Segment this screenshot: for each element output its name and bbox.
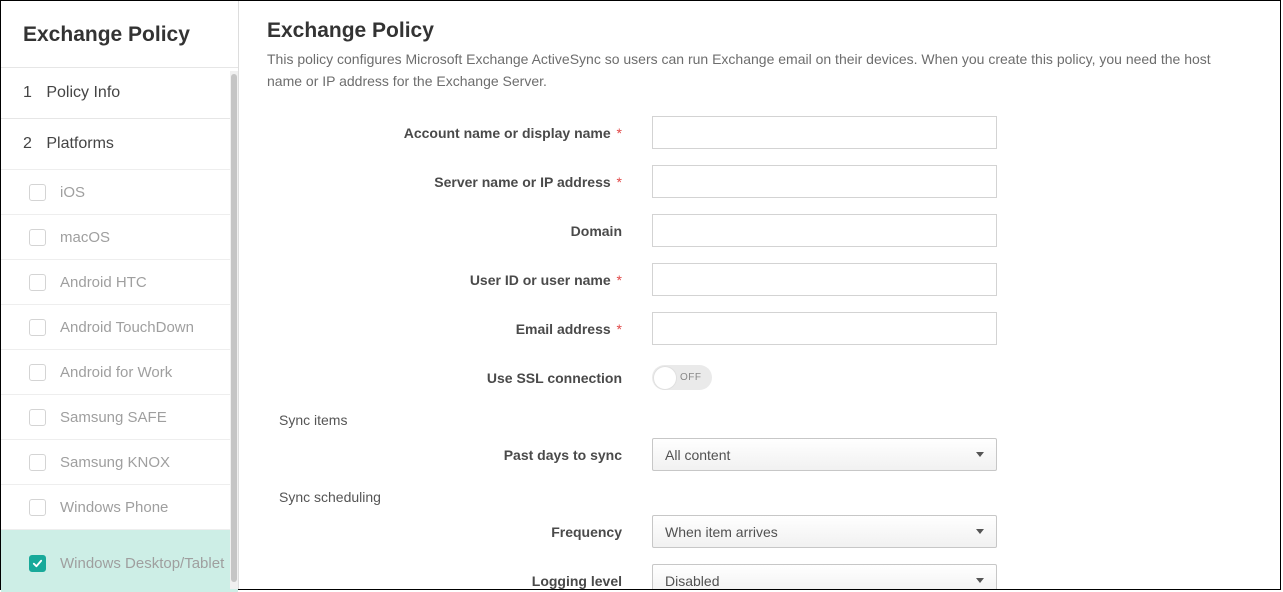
platform-item[interactable]: iOS [1, 169, 238, 214]
row-ssl: Use SSL connection OFF [267, 353, 1252, 402]
checkbox-icon[interactable] [29, 274, 46, 291]
platform-item[interactable]: Android for Work [1, 349, 238, 394]
step-label: Platforms [46, 135, 114, 152]
section-sync-scheduling: Sync scheduling [267, 479, 1252, 507]
platform-label: iOS [60, 184, 85, 201]
step-policy-info[interactable]: 1 Policy Info [1, 67, 238, 118]
toggle-knob [654, 367, 676, 389]
platform-item[interactable]: Android HTC [1, 259, 238, 304]
checkbox-icon[interactable] [29, 229, 46, 246]
form: Account name or display name * Server na… [267, 108, 1252, 589]
platform-item[interactable]: Samsung KNOX [1, 439, 238, 484]
email-input[interactable] [652, 312, 997, 345]
select-value: All content [665, 447, 730, 463]
scrollbar-thumb[interactable] [231, 74, 237, 582]
logging-select[interactable]: Disabled [652, 564, 997, 589]
app-window: Exchange Policy 1 Policy Info 2 Platform… [0, 0, 1281, 590]
row-email: Email address * [267, 304, 1252, 353]
platform-label: Windows Desktop/Tablet [60, 555, 224, 572]
platform-item[interactable]: Android TouchDown [1, 304, 238, 349]
chevron-down-icon [976, 529, 984, 534]
label-server: Server name or IP address * [267, 174, 652, 190]
platform-label: macOS [60, 229, 110, 246]
label-domain: Domain [267, 223, 652, 239]
row-domain: Domain [267, 206, 1252, 255]
row-user-id: User ID or user name * [267, 255, 1252, 304]
row-server: Server name or IP address * [267, 157, 1252, 206]
required-mark: * [613, 272, 622, 288]
sidebar-scrollbar[interactable] [230, 71, 238, 589]
required-mark: * [613, 174, 622, 190]
select-value: Disabled [665, 573, 719, 589]
step-platforms[interactable]: 2 Platforms [1, 118, 238, 169]
platform-label: Android TouchDown [60, 319, 194, 336]
chevron-down-icon [976, 452, 984, 457]
checkbox-icon[interactable] [29, 409, 46, 426]
label-logging: Logging level [267, 573, 652, 589]
page-description: This policy configures Microsoft Exchang… [267, 49, 1247, 92]
platform-item[interactable]: Samsung SAFE [1, 394, 238, 439]
checkbox-icon[interactable] [29, 184, 46, 201]
domain-input[interactable] [652, 214, 997, 247]
account-name-input[interactable] [652, 116, 997, 149]
row-account-name: Account name or display name * [267, 108, 1252, 157]
page-title: Exchange Policy [267, 19, 1252, 43]
platform-item[interactable]: macOS [1, 214, 238, 259]
chevron-down-icon [976, 578, 984, 583]
platform-list: iOS macOS Android HTC Android TouchDown Andr… [1, 169, 238, 592]
ssl-toggle[interactable]: OFF [652, 365, 712, 390]
platform-label: Android for Work [60, 364, 172, 381]
checkbox-icon[interactable] [29, 319, 46, 336]
frequency-select[interactable]: When item arrives [652, 515, 997, 548]
required-mark: * [613, 125, 622, 141]
platform-label: Samsung KNOX [60, 454, 170, 471]
platform-label: Windows Phone [60, 499, 168, 516]
user-id-input[interactable] [652, 263, 997, 296]
label-account-name: Account name or display name * [267, 125, 652, 141]
step-number: 1 [23, 84, 32, 101]
step-number: 2 [23, 135, 32, 152]
label-frequency: Frequency [267, 524, 652, 540]
checkbox-icon[interactable] [29, 555, 46, 572]
sidebar: Exchange Policy 1 Policy Info 2 Platform… [1, 1, 239, 589]
checkbox-icon[interactable] [29, 364, 46, 381]
label-user-id: User ID or user name * [267, 272, 652, 288]
row-logging: Logging level Disabled [267, 556, 1252, 589]
platform-label: Samsung SAFE [60, 409, 167, 426]
checkbox-icon[interactable] [29, 454, 46, 471]
section-sync-items: Sync items [267, 402, 1252, 430]
sidebar-title: Exchange Policy [1, 1, 238, 67]
step-label: Policy Info [46, 84, 120, 101]
required-mark: * [613, 321, 622, 337]
label-past-days: Past days to sync [267, 447, 652, 463]
select-value: When item arrives [665, 524, 778, 540]
row-frequency: Frequency When item arrives [267, 507, 1252, 556]
label-ssl: Use SSL connection [267, 370, 652, 386]
main-panel: Exchange Policy This policy configures M… [239, 1, 1280, 589]
label-email: Email address * [267, 321, 652, 337]
platform-item[interactable]: Windows Phone [1, 484, 238, 529]
row-past-days: Past days to sync All content [267, 430, 1252, 479]
server-input[interactable] [652, 165, 997, 198]
checkbox-icon[interactable] [29, 499, 46, 516]
past-days-select[interactable]: All content [652, 438, 997, 471]
platform-label: Android HTC [60, 274, 147, 291]
toggle-state-label: OFF [680, 372, 702, 383]
platform-item[interactable]: Windows Desktop/Tablet [1, 529, 238, 592]
